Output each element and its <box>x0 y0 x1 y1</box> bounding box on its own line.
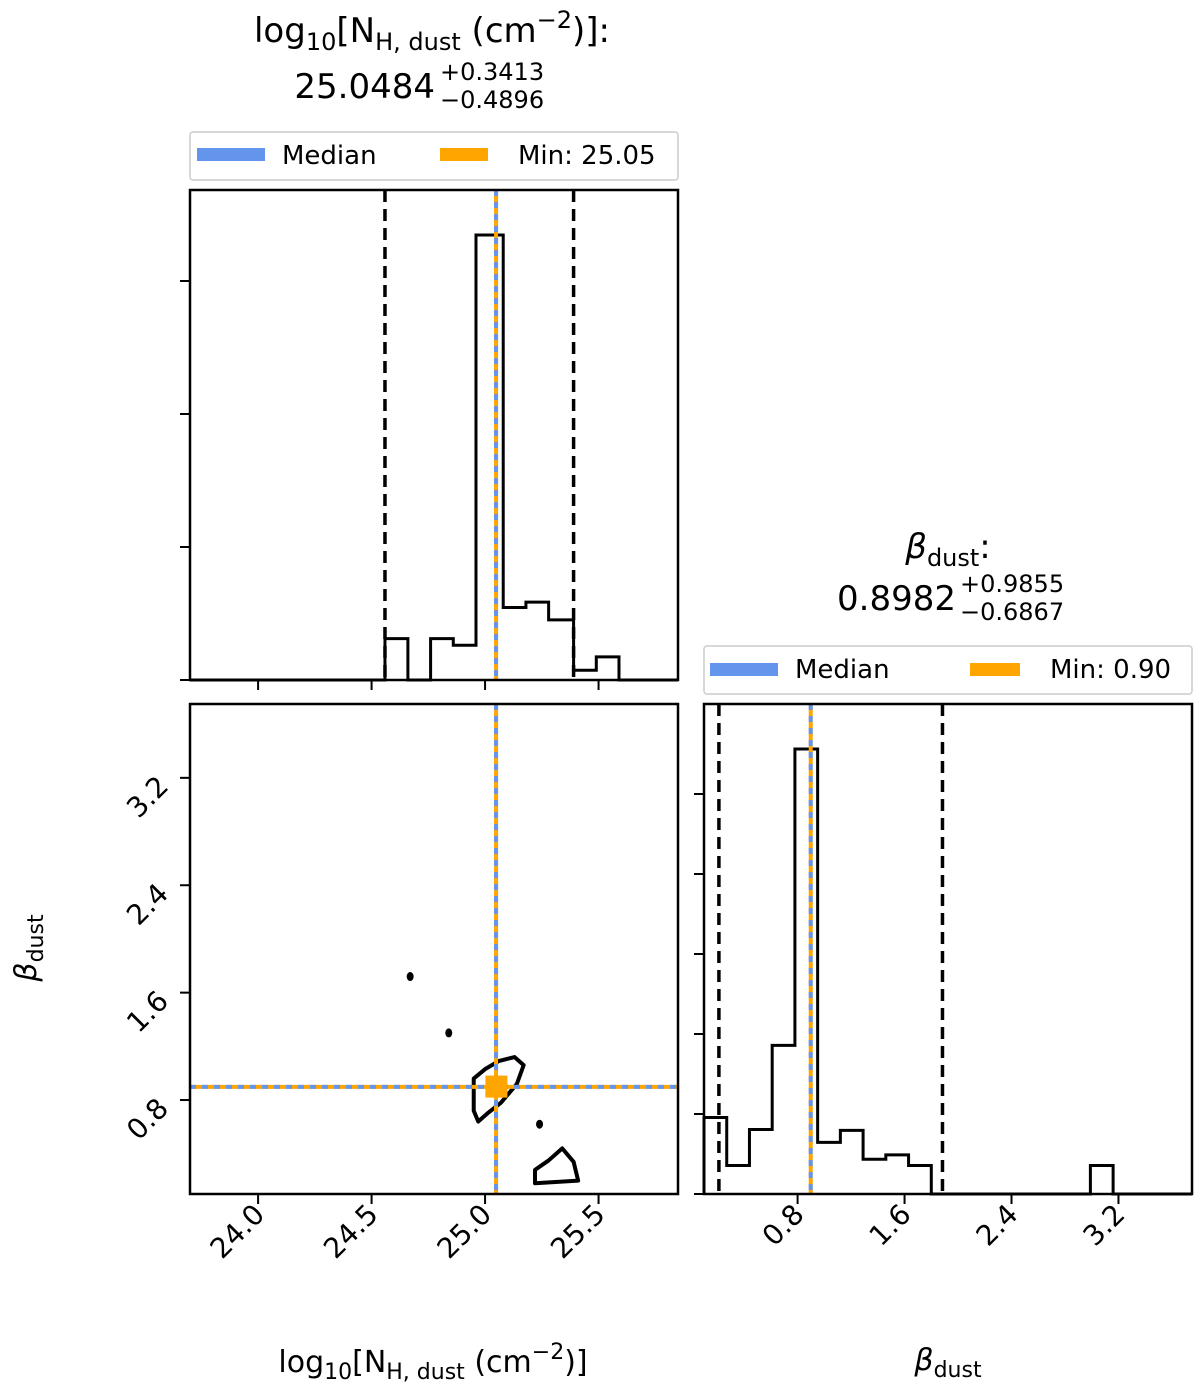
legend-nh-min-label: Min: 25.05 <box>518 141 656 171</box>
x2d-tick-label-0: 24.0 <box>204 1198 271 1265</box>
panel-hist-beta: 0.8 1.6 2.4 3.2 <box>694 702 1194 1253</box>
title-beta-end: : <box>979 527 990 567</box>
ylabel-beta: βdust <box>9 914 49 983</box>
legend-beta-median-label: Median <box>795 655 890 685</box>
title-beta: βdust: 0.8982 +0.9855 −0.6867 <box>837 527 1064 626</box>
legend-beta: Median Min: 0.90 <box>703 645 1193 695</box>
title-nh-bracket: [N <box>336 11 375 51</box>
x2d-tick-label-1: 24.5 <box>317 1198 384 1265</box>
title-beta-value: 0.8982 <box>837 579 956 619</box>
title-nh: log10[NH, dust (cm−2)]: 25.0484 +0.3413 … <box>254 6 610 114</box>
legend-nh-box <box>189 131 679 181</box>
legend-nh: Median Min: 25.05 <box>189 131 679 181</box>
density-dot-2 <box>536 1119 544 1129</box>
xlabel-beta-sub: dust <box>934 1358 982 1383</box>
xbeta-tick-label-2: 2.4 <box>970 1198 1025 1253</box>
xlabel-beta-greek: β <box>913 1343 933 1378</box>
y2d-tick-label-0: 0.8 <box>120 1092 175 1147</box>
hist-beta-frame <box>702 702 1194 1196</box>
xlabel-nh-bracket: [N <box>352 1345 386 1380</box>
x2d-tick-label-2: 25.0 <box>431 1198 498 1265</box>
y2d-tick-label-1: 1.6 <box>120 984 175 1039</box>
svg-text:βdust:: βdust: <box>904 527 991 572</box>
title-nh-value: 25.0484 <box>294 67 435 107</box>
title-nh-main: log <box>254 11 306 51</box>
min-marker <box>485 1075 508 1098</box>
xlabel-nh: log10[NH, dust (cm−2)] <box>278 1340 587 1385</box>
ylabel-beta-greek: β <box>9 962 44 982</box>
hist-beta-steps <box>702 747 1192 1196</box>
hist-nh-steps <box>190 233 678 682</box>
xlabel-nh-sup: −2 <box>532 1340 564 1365</box>
svg-text:log10[NH, dust (cm−2)]:: log10[NH, dust (cm−2)]: <box>254 6 610 56</box>
panel-hist-nh <box>180 188 680 690</box>
xbeta-tick-label-0: 0.8 <box>756 1198 811 1253</box>
xlabel-nh-main: log <box>278 1345 324 1380</box>
title-nh-end: )]: <box>572 11 610 51</box>
title-nh-err-plus: +0.3413 <box>440 58 544 86</box>
legend-beta-min-swatch <box>970 663 1020 676</box>
contour-1 <box>533 1146 581 1186</box>
x2d-tick-label-3: 25.5 <box>544 1198 611 1265</box>
legend-beta-box <box>703 645 1193 695</box>
xlabel-nh-end: )] <box>564 1345 587 1380</box>
density-dot-0 <box>406 972 414 982</box>
ylabel-beta-sub: dust <box>24 914 49 962</box>
xbeta-tick-label-1: 1.6 <box>863 1198 918 1253</box>
xlabel-beta: βdust <box>913 1343 982 1383</box>
title-nh-sub: H, dust <box>375 28 461 56</box>
legend-beta-median-swatch <box>710 663 778 676</box>
title-beta-err-plus: +0.9855 <box>960 570 1064 598</box>
xlabel-nh-sub: H, dust <box>386 1360 465 1385</box>
legend-nh-median-label: Median <box>282 141 377 171</box>
density-dot-1 <box>445 1028 453 1038</box>
title-nh-err-minus: −0.4896 <box>440 86 544 114</box>
panel-2d-frame <box>188 702 680 1196</box>
legend-beta-min-label: Min: 0.90 <box>1050 655 1171 685</box>
y2d-tick-label-3: 3.2 <box>120 769 175 824</box>
title-beta-greek: β <box>904 527 927 567</box>
xlabel-nh-sub10: 10 <box>324 1360 352 1385</box>
title-nh-sub10: 10 <box>306 28 337 56</box>
title-nh-unit: (cm <box>461 11 537 51</box>
hist-nh-frame <box>188 188 680 682</box>
title-beta-sub: dust <box>927 544 979 572</box>
xlabel-nh-unit: (cm <box>465 1345 532 1380</box>
xbeta-tick-label-3: 3.2 <box>1077 1198 1132 1253</box>
legend-nh-median-swatch <box>197 148 265 161</box>
title-beta-err-minus: −0.6867 <box>960 598 1064 626</box>
panel-2d: 24.0 24.5 25.0 25.5 0.8 1.6 2.4 3.2 <box>120 702 680 1265</box>
y2d-tick-label-2: 2.4 <box>120 877 175 932</box>
legend-nh-min-swatch <box>440 148 488 161</box>
title-nh-sup: −2 <box>537 6 572 34</box>
